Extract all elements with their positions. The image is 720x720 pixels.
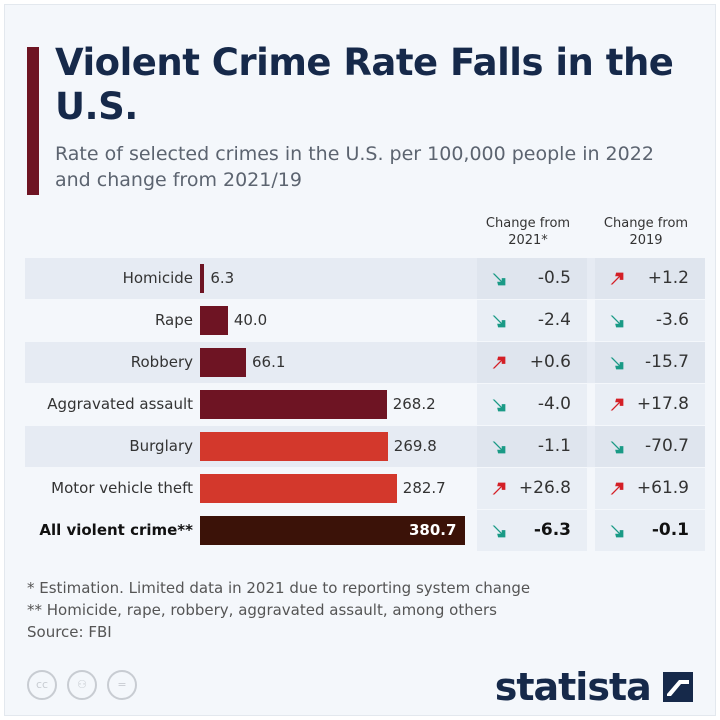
table-row: Homicide 6.3 -0.5 +1.2 [25, 258, 705, 299]
arrow-down-icon [492, 525, 506, 538]
change-2021-value: -1.1 [537, 436, 571, 456]
logo-text: statista [494, 665, 652, 709]
arrow-down-icon [610, 525, 624, 538]
arrow-up-icon [610, 482, 624, 495]
arrow-down-icon [492, 399, 506, 412]
row-label: Burglary [129, 437, 193, 455]
source: Source: FBI [27, 623, 112, 641]
change-2019-value: +61.9 [636, 478, 689, 498]
bar [200, 474, 397, 503]
cc-by-icon[interactable]: ⚇ [67, 670, 97, 700]
row-label: All violent crime** [39, 521, 193, 539]
change-2019-value: -0.1 [651, 520, 689, 540]
bar-value-label: 282.7 [402, 479, 446, 497]
change-2019-cell: -15.7 [595, 342, 705, 383]
cc-license-icon[interactable]: cc [27, 670, 57, 700]
change-2021-cell: -4.0 [477, 384, 587, 425]
bar-value-label: 66.1 [252, 353, 286, 371]
row-label: Rape [154, 311, 193, 329]
row-label: Aggravated assault [47, 395, 193, 413]
bar [200, 432, 388, 461]
change-2019-cell: -0.1 [595, 510, 705, 551]
arrow-up-icon [610, 272, 624, 285]
arrow-up-icon [492, 356, 506, 369]
arrow-down-icon [492, 441, 506, 454]
table-row: Robbery 66.1 +0.6 -15.7 [25, 342, 705, 383]
change-2021-cell: -0.5 [477, 258, 587, 299]
change-2021-value: +26.8 [518, 478, 571, 498]
bar [200, 348, 246, 377]
footnote-estimation: * Estimation. Limited data in 2021 due t… [27, 579, 531, 597]
chart-title: Violent Crime Rate Falls in the U.S. [55, 41, 674, 128]
row-label: Motor vehicle theft [51, 479, 193, 497]
footnote-violent-crime: ** Homicide, rape, robbery, aggravated a… [27, 601, 497, 619]
change-2019-value: -70.7 [645, 436, 689, 456]
change-2019-cell: +17.8 [595, 384, 705, 425]
chart-subtitle: Rate of selected crimes in the U.S. per … [55, 143, 654, 191]
row-label: Homicide [122, 269, 193, 287]
change-2019-cell: -3.6 [595, 300, 705, 341]
bar [200, 306, 228, 335]
arrow-up-icon [492, 482, 506, 495]
change-2019-cell: +1.2 [595, 258, 705, 299]
cc-nd-icon[interactable]: = [107, 670, 137, 700]
change-2021-cell: -1.1 [477, 426, 587, 467]
table-row: Motor vehicle theft 282.7 +26.8 +61.9 [25, 468, 705, 509]
change-2019-cell: +61.9 [595, 468, 705, 509]
column-header-2019: Change from 2019 [603, 216, 689, 248]
row-label: Robbery [130, 353, 193, 371]
infographic-card: Violent Crime Rate Falls in the U.S. Rat… [4, 4, 716, 716]
column-header-2021: Change from 2021* [485, 216, 571, 248]
change-2019-value: -3.6 [655, 310, 689, 330]
bar [200, 264, 205, 293]
footnotes: * Estimation. Limited data in 2021 due t… [27, 577, 530, 643]
change-2021-value: -4.0 [537, 394, 571, 414]
bar [200, 516, 465, 545]
change-2021-value: -6.3 [533, 520, 571, 540]
bar-value-label: 380.7 [409, 521, 457, 539]
bar-value-label: 6.3 [210, 269, 235, 287]
change-2019-value: +17.8 [636, 394, 689, 414]
change-2021-cell: -2.4 [477, 300, 587, 341]
change-2019-cell: -70.7 [595, 426, 705, 467]
title-accent-bar [27, 47, 39, 195]
change-2019-value: +1.2 [647, 268, 689, 288]
statista-logo[interactable]: statista [495, 665, 693, 709]
table-row: Aggravated assault 268.2 -4.0 +17.8 [25, 384, 705, 425]
bar [200, 390, 387, 419]
arrow-down-icon [610, 441, 624, 454]
change-2021-cell: +26.8 [477, 468, 587, 509]
arrow-down-icon [492, 315, 506, 328]
arrow-down-icon [492, 273, 506, 286]
table-row: Burglary 269.8 -1.1 -70.7 [25, 426, 705, 467]
change-2021-value: -0.5 [537, 268, 571, 288]
arrow-up-icon [610, 398, 624, 411]
bar-value-label: 269.8 [393, 437, 437, 455]
change-2021-cell: +0.6 [477, 342, 587, 383]
table-row: Rape 40.0 -2.4 -3.6 [25, 300, 705, 341]
change-2021-value: +0.6 [529, 352, 571, 372]
bar-value-label: 40.0 [233, 311, 268, 329]
change-2021-cell: -6.3 [477, 510, 587, 551]
statista-logo-icon [663, 672, 693, 702]
change-2021-value: -2.4 [537, 310, 571, 330]
arrow-down-icon [610, 357, 624, 370]
arrow-down-icon [610, 315, 624, 328]
table-row: All violent crime** 380.7 -6.3 -0.1 [25, 510, 705, 551]
change-2019-value: -15.7 [645, 352, 689, 372]
bar-value-label: 268.2 [392, 395, 436, 413]
